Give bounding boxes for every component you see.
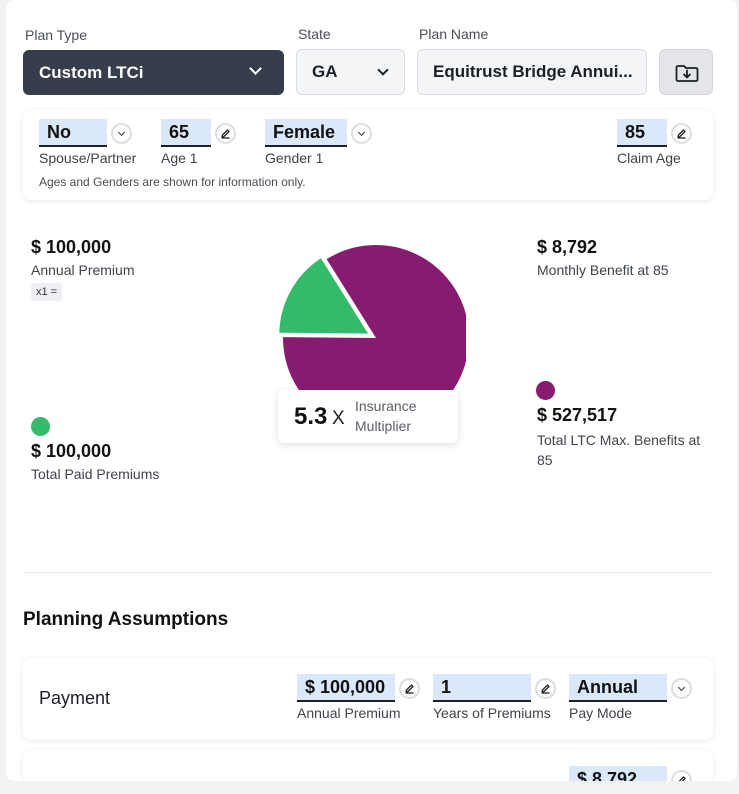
info-note: Ages and Genders are shown for informati… <box>39 175 306 189</box>
gender-dropdown-button[interactable] <box>351 123 372 144</box>
years-of-premiums-label: Years of Premiums <box>433 705 551 721</box>
plan-name-value: Equitrust Bridge Annui... <box>433 62 633 81</box>
chevron-down-icon <box>677 683 686 691</box>
total-paid-value: $ 100,000 <box>31 441 112 461</box>
monthly-benefit-field[interactable]: $ 8,792 <box>569 766 667 781</box>
plan-name-label: Plan Name <box>419 26 489 42</box>
edit-annual-premium-button[interactable] <box>399 678 420 699</box>
chevron-down-icon <box>249 62 262 75</box>
multiplier-x: X <box>332 408 345 429</box>
gender-label: Gender 1 <box>265 150 324 166</box>
years-of-premiums-field[interactable]: 1 <box>433 674 531 702</box>
total-ltc-label: Total LTC Max. Benefits at 85 <box>537 432 701 468</box>
pencil-icon <box>221 129 230 139</box>
planning-title: Planning Assumptions <box>23 609 229 630</box>
multiplier-badge: x1 = <box>31 283 63 301</box>
edit-years-button[interactable] <box>535 678 556 699</box>
state-select[interactable]: GA <box>296 49 405 95</box>
import-plan-button[interactable] <box>659 49 713 95</box>
pay-mode-dropdown-button[interactable] <box>671 678 692 699</box>
total-paid-label: Total Paid Premiums <box>31 466 160 482</box>
chevron-down-icon <box>377 64 389 76</box>
plan-type-label: Plan Type <box>25 27 88 43</box>
annual-premium-field-label: Annual Premium <box>297 705 401 721</box>
spouse-label: Spouse/Partner <box>39 150 137 166</box>
state-value: GA <box>312 62 338 81</box>
benefit-panel: $ 8,792 <box>23 750 713 781</box>
annual-premium-label: Annual Premium <box>31 262 135 278</box>
monthly-benefit-value: $ 8,792 <box>537 237 598 257</box>
edit-claim-age-button[interactable] <box>671 123 692 144</box>
section-divider <box>23 572 713 573</box>
pay-mode-label: Pay Mode <box>569 705 633 721</box>
plan-type-value: Custom LTCi <box>39 62 144 82</box>
age-field[interactable]: 65 <box>161 119 211 147</box>
pie-slice-total-ltc <box>283 245 466 431</box>
state-label: State <box>298 26 331 42</box>
pay-mode-field[interactable]: Annual <box>569 674 667 702</box>
annual-premium-field[interactable]: $ 100,000 <box>297 674 395 702</box>
green-legend-dot <box>31 417 50 436</box>
monthly-benefit-label: Monthly Benefit at 85 <box>537 262 669 278</box>
pencil-icon <box>678 776 686 781</box>
plan-name-input[interactable]: Equitrust Bridge Annui... <box>417 49 647 95</box>
pencil-icon <box>677 129 686 139</box>
claim-age-label: Claim Age <box>617 150 681 166</box>
annual-premium-value: $ 100,000 <box>31 237 112 257</box>
pencil-icon <box>405 684 414 694</box>
insurance-multiplier-box: 5.3 X Insurance Multiplier <box>278 390 458 443</box>
pie-slice-total-paid <box>276 254 374 337</box>
multiplier-label-line-2: Multiplier <box>355 418 412 434</box>
gender-field[interactable]: Female <box>265 119 347 147</box>
plan-type-select[interactable]: Custom LTCi <box>23 50 284 95</box>
main-card: Plan Type Custom LTCi State GA Plan Name… <box>6 0 737 781</box>
pencil-icon <box>541 684 550 694</box>
multiplier-label-line-1: Insurance <box>355 398 417 414</box>
spouse-dropdown-button[interactable] <box>111 123 132 144</box>
payment-label: Payment <box>39 688 111 708</box>
edit-monthly-benefit-button[interactable] <box>671 770 692 781</box>
claim-age-field[interactable]: 85 <box>617 119 667 147</box>
chevron-down-icon <box>357 128 366 136</box>
folder-download-icon <box>675 65 699 82</box>
total-ltc-value: $ 527,517 <box>537 405 618 425</box>
multiplier-value: 5.3 <box>294 403 328 430</box>
purple-legend-dot <box>536 381 555 400</box>
insured-panel: No Spouse/Partner 65 Age 1 Female Gender… <box>23 110 713 200</box>
age-label: Age 1 <box>161 150 198 166</box>
edit-age-button[interactable] <box>215 123 236 144</box>
chevron-down-icon <box>117 128 126 136</box>
payment-panel: Payment $ 100,000 Annual Premium 1 Years… <box>23 658 713 740</box>
spouse-field[interactable]: No <box>39 119 107 147</box>
benefit-pie-chart <box>276 245 466 431</box>
